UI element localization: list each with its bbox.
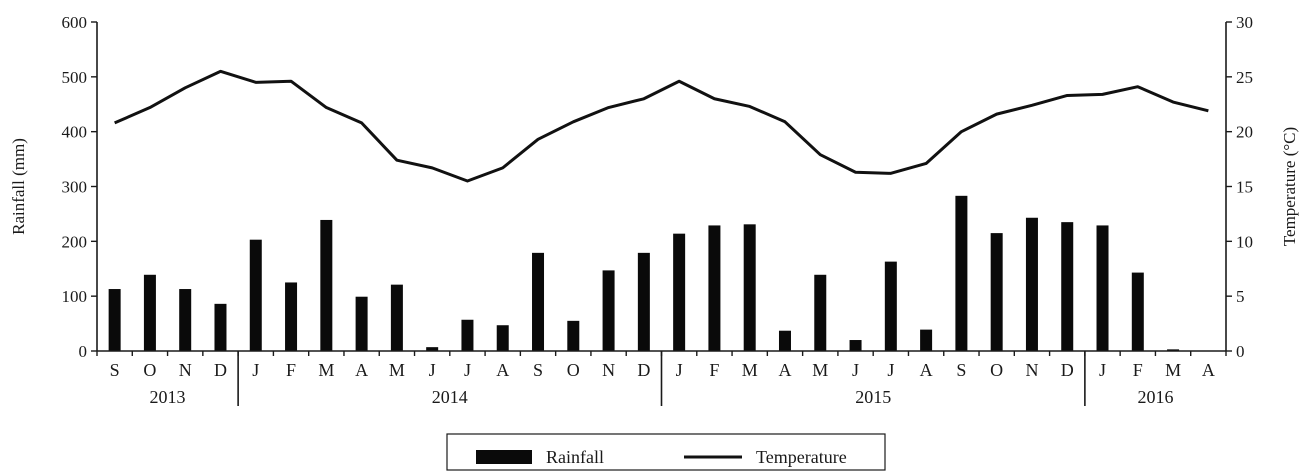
rainfall-bar: [461, 319, 474, 351]
x-tick-label: J: [852, 360, 859, 380]
left-y-axis-title: Rainfall (mm): [9, 138, 28, 235]
x-tick-label: M: [742, 360, 758, 380]
rainfall-bar: [1061, 222, 1074, 351]
x-tick-label: O: [143, 360, 156, 380]
rainfall-bar: [285, 282, 298, 351]
year-label: 2014: [432, 387, 468, 407]
right-y-tick-label: 5: [1236, 287, 1245, 306]
rainfall-bar: [390, 284, 403, 351]
rainfall-bar: [1167, 349, 1180, 351]
x-tick-label: A: [778, 360, 791, 380]
left-y-tick-label: 0: [79, 342, 88, 361]
x-tick-label: F: [1133, 360, 1143, 380]
rainfall-bar: [143, 274, 156, 351]
x-tick-label: N: [179, 360, 192, 380]
left-y-tick-label: 200: [62, 232, 88, 251]
year-label: 2013: [150, 387, 186, 407]
rainfall-bar: [496, 325, 509, 351]
rainfall-bar: [214, 303, 227, 351]
right-y-tick-label: 25: [1236, 68, 1253, 87]
x-tick-label: M: [1165, 360, 1181, 380]
right-y-tick-label: 30: [1236, 13, 1253, 32]
x-tick-label: M: [812, 360, 828, 380]
rainfall-bar: [955, 195, 968, 351]
x-tick-label: J: [464, 360, 471, 380]
rainfall-bar: [1025, 217, 1038, 351]
x-tick-label: O: [567, 360, 580, 380]
x-tick-label: D: [637, 360, 650, 380]
x-tick-label: A: [920, 360, 933, 380]
temperature-line-layer: [114, 69, 1209, 183]
right-y-axis-title: Temperature (°C): [1280, 127, 1299, 246]
legend: Rainfall Temperature: [446, 433, 886, 471]
legend-rainfall-label: Rainfall: [546, 447, 604, 467]
legend-temperature-label: Temperature: [756, 447, 847, 467]
rainfall-bar: [179, 289, 192, 351]
x-tick-label: F: [286, 360, 296, 380]
rainfall-bar: [743, 224, 756, 351]
x-tick-label: N: [602, 360, 615, 380]
left-y-tick-label: 400: [62, 123, 88, 142]
rainfall-bar: [532, 252, 545, 351]
left-y-tick-label: 500: [62, 68, 88, 87]
legend-rainfall-swatch: [476, 450, 532, 464]
rainfall-bar: [426, 347, 439, 351]
rainfall-bar: [778, 330, 791, 351]
rainfall-bar: [884, 261, 897, 351]
x-tick-label: F: [709, 360, 719, 380]
right-y-tick-label: 10: [1236, 232, 1253, 251]
rainfall-bar: [920, 329, 933, 351]
x-tick-label: O: [990, 360, 1003, 380]
right-y-tick-label: 15: [1236, 178, 1253, 197]
x-tick-label: S: [956, 360, 966, 380]
x-tick-label: A: [1202, 360, 1215, 380]
x-tick-label: S: [110, 360, 120, 380]
left-y-tick-label: 600: [62, 13, 88, 32]
rainfall-bar: [249, 239, 262, 351]
rainfall-bar: [355, 296, 368, 351]
rainfall-bar: [108, 289, 121, 351]
rainfall-bar: [1131, 272, 1144, 351]
rainfall-bar: [602, 270, 615, 351]
x-tick-label: D: [1061, 360, 1074, 380]
rainfall-bar: [708, 225, 721, 351]
x-tick-label: M: [389, 360, 405, 380]
x-tick-label: J: [887, 360, 894, 380]
rainfall-bar: [814, 274, 827, 351]
x-tick-label: J: [252, 360, 259, 380]
rainfall-bar: [673, 233, 686, 351]
x-tick-label: J: [429, 360, 436, 380]
rainfall-bar: [567, 320, 580, 351]
x-tick-label: A: [496, 360, 509, 380]
year-label: 2016: [1137, 387, 1173, 407]
left-y-tick-label: 300: [62, 178, 88, 197]
x-tick-label: A: [355, 360, 368, 380]
left-y-tick-label: 100: [62, 287, 88, 306]
x-tick-label: M: [318, 360, 334, 380]
x-tick-label: J: [676, 360, 683, 380]
right-y-tick-label: 0: [1236, 342, 1245, 361]
rainfall-bar: [637, 252, 650, 351]
year-label: 2015: [855, 387, 891, 407]
right-y-tick-label: 20: [1236, 123, 1253, 142]
rainfall-bar: [990, 233, 1003, 351]
rainfall-bars: [108, 195, 1180, 351]
x-tick-label: S: [533, 360, 543, 380]
temperature-line: [114, 69, 1209, 183]
rainfall-bar: [1096, 225, 1109, 351]
rainfall-bar: [849, 340, 862, 351]
rainfall-bar: [320, 219, 333, 351]
x-tick-label: N: [1025, 360, 1038, 380]
x-tick-label: D: [214, 360, 227, 380]
x-tick-label: J: [1099, 360, 1106, 380]
